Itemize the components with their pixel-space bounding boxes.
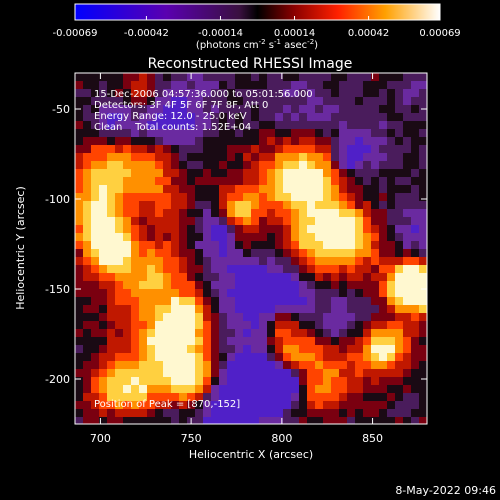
rhessi-image [75,73,427,424]
plot-frame [74,72,428,425]
colorbar: -0.00069 -0.00042 -0.00014 0.00014 0.00042 0.… [53,3,461,51]
y-tick-label: -150 [45,283,70,296]
y-axis-label: Heliocentric Y (arcsec) [14,186,27,310]
info-time-range: 15-Dec-2006 04:57:36.000 to 05:01:56.000 [94,89,313,100]
colorbar-tick-label: -0.00014 [198,28,243,39]
info-peak-position: Position of Peak = [870,-152] [94,399,240,410]
info-energy-range: Energy Range: 12.0 - 25.0 keV [94,111,247,122]
x-tick-label: 750 [181,432,202,445]
x-axis-label: Heliocentric X (arcsec) [189,448,313,461]
colorbar-tick-label: 0.00042 [348,28,389,39]
x-axis-ticks: 700 750 800 850 [90,73,383,445]
x-tick-label: 800 [271,432,292,445]
y-tick-label: -100 [45,193,70,206]
x-tick-label: 700 [90,432,111,445]
colorbar-gradient [75,4,440,20]
colorbar-unit-label: (photons cm-2 s-1 asec-2) [196,38,318,51]
info-detectors: Detectors: 3F 4F 5F 6F 7F 8F, Att 0 [94,100,268,111]
x-tick-label: 850 [362,432,383,445]
y-tick-label: -50 [52,103,70,116]
y-tick-label: -200 [45,373,70,386]
colorbar-tick-label: -0.00069 [53,28,98,39]
heatmap-cells [75,73,427,424]
colorbar-tick-label: 0.00014 [274,28,315,39]
colorbar-tick-label: -0.00042 [124,28,169,39]
y-axis-ticks: -50 -100 -150 -200 [45,103,427,386]
info-clean: Clean Total counts: 1.52E+04 [94,122,251,133]
colorbar-tick-label: 0.00069 [419,28,460,39]
colorbar-ticks: -0.00069 -0.00042 -0.00014 0.00014 0.00042 0.… [53,16,461,39]
footer-timestamp: 8-May-2022 09:46 [395,484,496,497]
image-title: Reconstructed RHESSI Image [148,56,353,72]
colorbar-frame [74,3,441,21]
